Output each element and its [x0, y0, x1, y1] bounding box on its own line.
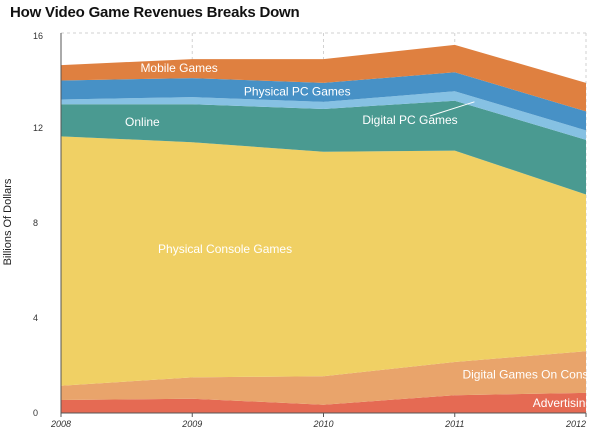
area-online: [61, 100, 586, 195]
y-tick-label: 4: [33, 313, 38, 323]
y-tick-label: 8: [33, 218, 38, 228]
chart-title: How Video Game Revenues Breaks Down: [10, 4, 300, 21]
x-tick-label: 2012: [565, 419, 586, 429]
y-axis-title: Billions Of Dollars: [2, 178, 14, 265]
band-labels: Advertising Digital Games On Console Physi…: [125, 61, 594, 410]
label-physical-pc-games: Physical PC Games: [244, 84, 351, 98]
area-digital-games-on-console: [61, 351, 586, 405]
x-tick-label: 2011: [444, 419, 464, 429]
x-tick-label: 2010: [312, 419, 333, 429]
x-tick-label: 2009: [181, 419, 202, 429]
area-digital-pc-games: [61, 91, 586, 140]
area-mobile-games: [61, 44, 586, 112]
area-physical-console-games: [61, 136, 586, 386]
label-advertising: Advertising: [533, 396, 592, 410]
x-tick-label: 2008: [50, 419, 71, 429]
label-physical-console-games: Physical Console Games: [158, 242, 292, 256]
callout-line-digital-pc-games: [429, 101, 475, 117]
label-online: Online: [125, 115, 160, 129]
axes: 0 4 8 12 16 2008 2009 2010 2011 2012: [33, 31, 587, 429]
area-bands: [61, 44, 586, 413]
area-physical-pc-games: [61, 72, 586, 131]
y-tick-label: 12: [33, 123, 43, 133]
label-digital-games-on-console: Digital Games On Console: [462, 368, 594, 382]
label-digital-pc-games: Digital PC Games: [362, 113, 457, 127]
label-mobile-games: Mobile Games: [140, 61, 217, 75]
y-tick-label: 16: [33, 31, 43, 41]
area-advertising: [61, 392, 586, 413]
y-tick-label: 0: [33, 408, 38, 418]
